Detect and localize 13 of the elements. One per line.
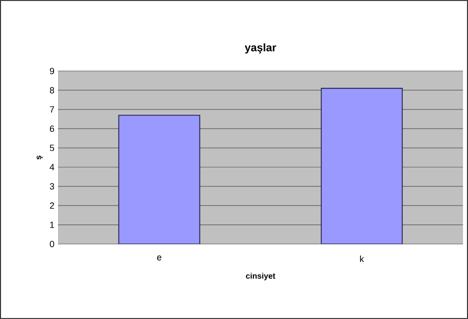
y-tick-label: 7 bbox=[50, 106, 54, 113]
y-tick-label: 1 bbox=[50, 222, 54, 228]
x-tick-label: k bbox=[360, 256, 364, 262]
y-tick-label: 6 bbox=[50, 125, 54, 132]
y-tick-label: 3 bbox=[50, 183, 54, 190]
y-tick-label: 4 bbox=[50, 164, 54, 170]
x-tick-label: e bbox=[157, 256, 162, 260]
y-tick-label: 5 bbox=[50, 144, 54, 152]
y-tick-label: 0 bbox=[50, 240, 54, 248]
y-tick-label: 8 bbox=[50, 87, 54, 94]
chart-title: yaşlar bbox=[244, 43, 276, 54]
y-tick-label: 9 bbox=[50, 68, 54, 74]
y-tick-label: 2 bbox=[50, 202, 54, 209]
